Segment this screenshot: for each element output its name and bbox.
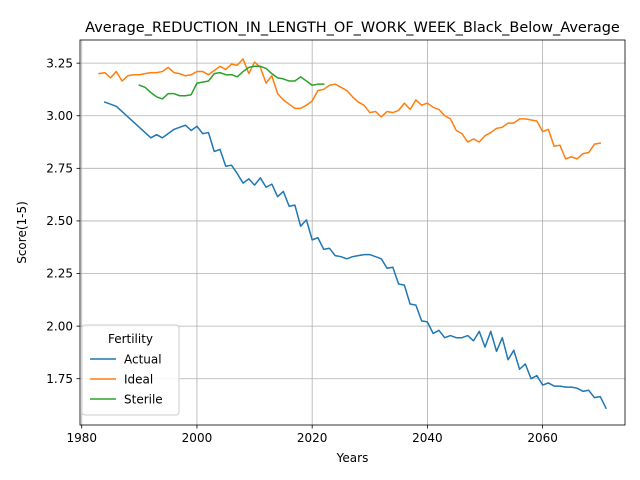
y-tick-label: 2.50 <box>46 214 73 228</box>
plot-frame <box>79 39 626 426</box>
y-tick-label: 1.75 <box>46 372 73 386</box>
y-tick-label: 3.00 <box>46 109 73 123</box>
legend-items: Actual Ideal Sterile <box>90 353 163 407</box>
legend: Fertility Actual Ideal Sterile <box>81 324 180 416</box>
series-line-actual <box>103 101 607 410</box>
grid <box>80 40 625 425</box>
legend-label-ideal: Ideal <box>124 373 153 387</box>
y-tick-label: 2.25 <box>46 267 73 281</box>
series-line-ideal <box>98 58 602 160</box>
legend-label-sterile: Sterile <box>124 393 163 407</box>
y-tick-label: 3.25 <box>46 56 73 70</box>
legend-box <box>81 324 180 416</box>
axis-ticks: 1980 2000 2020 2040 2060 1.75 2.00 2.25 2.50 2.75… <box>46 56 558 445</box>
series-line-sterile <box>138 65 325 100</box>
x-tick-label: 2060 <box>527 431 558 445</box>
x-tick-label: 1980 <box>66 431 97 445</box>
y-tick-label: 2.75 <box>46 162 73 176</box>
series-lines <box>98 58 607 410</box>
y-tick-label: 2.00 <box>46 319 73 333</box>
x-axis-label: Years <box>336 451 369 465</box>
legend-label-actual: Actual <box>124 353 162 367</box>
y-axis-label: Score(1-5) <box>15 201 29 264</box>
legend-title: Fertility <box>108 332 153 346</box>
x-tick-label: 2020 <box>297 431 328 445</box>
x-tick-label: 2040 <box>412 431 443 445</box>
chart-title: Average_REDUCTION_IN_LENGTH_OF_WORK_WEEK… <box>85 20 620 36</box>
x-tick-label: 2000 <box>182 431 213 445</box>
